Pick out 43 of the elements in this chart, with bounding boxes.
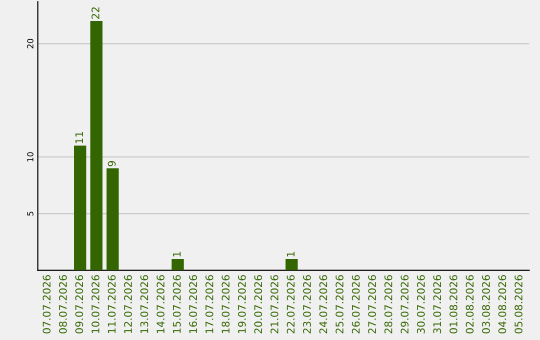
data-label: 1 (286, 252, 295, 256)
x-tick-label: 22.07.2026 (286, 275, 295, 334)
bar (74, 146, 86, 270)
bar (172, 258, 184, 270)
x-tick-label: 14.07.2026 (156, 275, 164, 333)
y-tick-label: 10 (27, 152, 34, 162)
x-tick-label: 09.07.2026 (75, 275, 84, 334)
x-tick-label: 17.07.2026 (205, 275, 214, 333)
x-tick-label: 23.07.2026 (303, 275, 311, 334)
bar (286, 258, 298, 270)
x-tick-label: 24.07.2026 (319, 275, 328, 334)
x-tick-label: 11.07.2026 (108, 275, 116, 333)
x-tick-label: 27.07.2026 (368, 275, 376, 334)
x-tick-label: 07.07.2026 (42, 275, 51, 334)
x-tick-label: 12.07.2026 (124, 275, 132, 333)
x-tick-label: 18.07.2026 (222, 275, 230, 333)
x-tick-label: 25.07.2026 (336, 275, 344, 334)
x-tick-label: 16.07.2026 (189, 275, 198, 333)
x-tick-label: 15.07.2026 (172, 275, 181, 333)
y-tick-label: 5 (27, 212, 34, 216)
x-tick-label: 30.07.2026 (416, 275, 425, 334)
x-tick-label: 21.07.2026 (270, 275, 278, 334)
x-tick-label: 03.08.2026 (482, 275, 490, 334)
x-tick-label: 05.08.2026 (514, 275, 522, 334)
x-tick-label: 01.08.2026 (449, 275, 458, 334)
x-tick-label: 26.07.2026 (352, 275, 360, 334)
data-label: 9 (108, 161, 116, 166)
x-tick-label: 28.07.2026 (384, 275, 392, 334)
data-label: 1 (173, 252, 181, 256)
x-tick-label: 29.07.2026 (400, 275, 409, 334)
bar (90, 20, 102, 270)
data-label: 11 (75, 132, 83, 144)
x-tick-label: 02.08.2026 (466, 275, 474, 334)
x-tick-label: 31.07.2026 (433, 275, 442, 334)
x-tick-label: 08.07.2026 (58, 275, 67, 334)
bar (106, 168, 119, 270)
x-tick-label: 04.08.2026 (498, 275, 506, 334)
y-tick-label: 20 (27, 38, 34, 48)
data-label: 22 (92, 7, 100, 19)
x-tick-label: 20.07.2026 (254, 275, 262, 334)
x-tick-label: 19.07.2026 (238, 275, 246, 333)
x-tick-label: 13.07.2026 (140, 275, 148, 333)
x-tick-label: 10.07.2026 (92, 275, 100, 333)
